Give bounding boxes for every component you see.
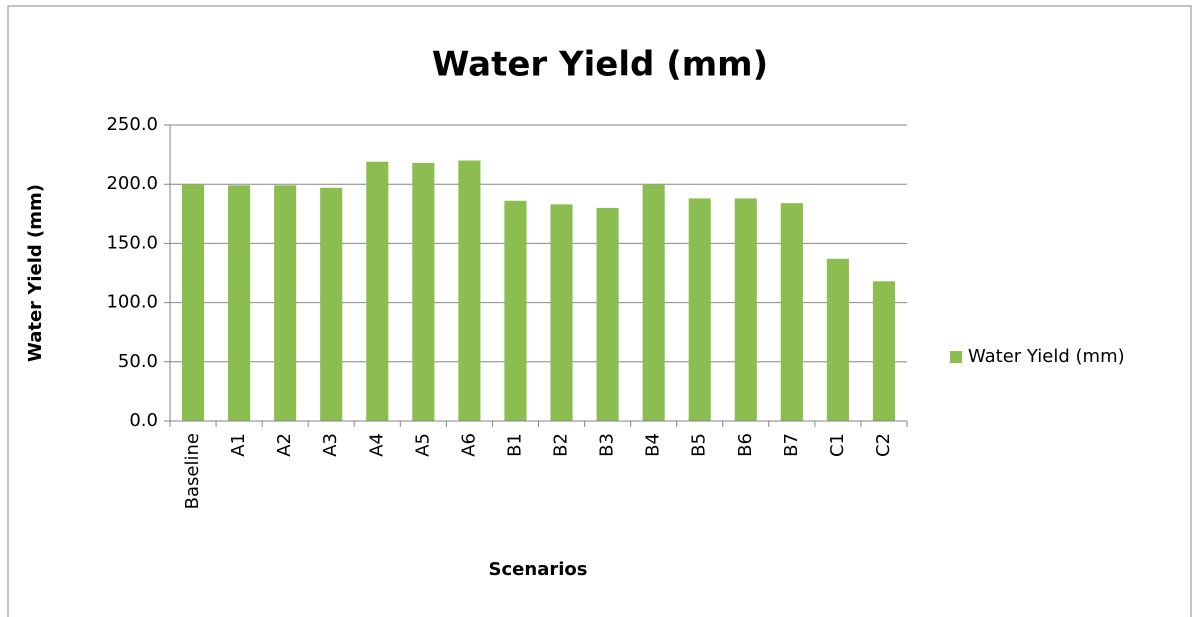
x-tick-label: C1 <box>827 433 848 457</box>
bar <box>872 281 896 421</box>
x-axis-title: Scenarios <box>489 559 588 580</box>
bar <box>458 160 481 421</box>
y-tick-label: 200.0 <box>106 173 158 194</box>
y-tick-label: 50.0 <box>118 351 158 372</box>
x-tick-label: B7 <box>781 433 802 457</box>
bar <box>780 203 803 421</box>
chart-frame <box>7 5 1192 617</box>
x-tick-label: Baseline <box>182 433 203 509</box>
y-tick-label: 150.0 <box>106 232 158 253</box>
x-tick-label: A1 <box>228 433 249 457</box>
x-tick-label: B3 <box>597 433 618 457</box>
bar <box>274 185 297 421</box>
legend-label: Water Yield (mm) <box>968 346 1125 367</box>
y-axis-title: Water Yield (mm) <box>25 184 46 362</box>
bar <box>366 161 389 422</box>
x-tick-label: B6 <box>735 433 756 457</box>
x-tick-label: B5 <box>689 433 710 457</box>
bar <box>181 184 205 421</box>
bar <box>412 162 435 421</box>
x-tick-label: A4 <box>366 433 387 457</box>
bar <box>688 198 711 421</box>
x-tick-label: C2 <box>873 433 894 457</box>
y-tick-label: 0.0 <box>129 410 158 431</box>
x-tick-label: B2 <box>551 433 572 457</box>
x-tick-label: B4 <box>643 433 664 457</box>
bar <box>550 204 573 421</box>
x-tick-label: A3 <box>320 433 341 457</box>
bar <box>642 184 665 421</box>
bar <box>320 187 343 421</box>
y-tick-label: 100.0 <box>106 292 158 313</box>
x-tick-label: A6 <box>458 433 479 457</box>
y-tick-label: 250.0 <box>106 114 158 135</box>
bar <box>596 207 619 421</box>
chart-title: Water Yield (mm) <box>432 45 768 85</box>
x-tick-label: A2 <box>274 433 295 457</box>
x-tick-label: A5 <box>412 433 433 457</box>
bar <box>228 185 251 421</box>
legend-swatch <box>950 351 962 363</box>
bar <box>734 198 757 421</box>
bar <box>504 200 527 421</box>
x-tick-label: B1 <box>504 433 525 457</box>
bar <box>826 258 849 421</box>
